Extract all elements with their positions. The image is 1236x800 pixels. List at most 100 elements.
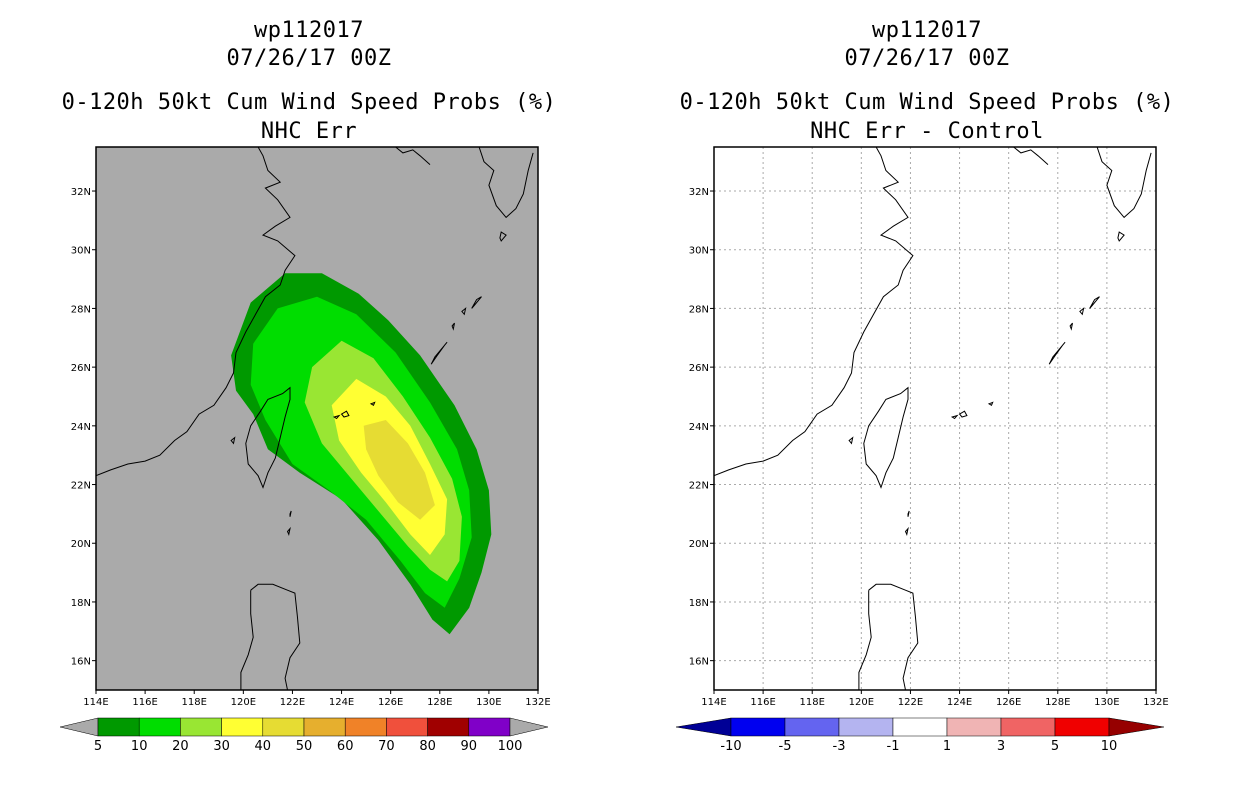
colorbar-box-8 — [386, 717, 428, 737]
y-tick-label-32N: 32N — [71, 187, 91, 198]
x-tick-label-122E: 122E — [898, 697, 923, 708]
x-tick-label-114E: 114E — [701, 697, 726, 708]
colorbar-label--3: -3 — [833, 739, 846, 754]
colorbar-label-1: 1 — [943, 739, 951, 754]
y-tick-label-16N: 16N — [689, 657, 709, 668]
y-tick-label-30N: 30N — [689, 246, 709, 257]
contour-fill-40pct — [363, 420, 435, 520]
right-difference-map: 114E 116E 118E 120E 122E 124E 126E 128E 130E 132E… — [675, 146, 1169, 754]
x-tick-label-118E: 118E — [182, 697, 207, 708]
x-tick-label-126E: 126E — [378, 697, 403, 708]
colorbar-label-100: 100 — [498, 739, 523, 754]
plot-area — [714, 147, 1156, 690]
x-tick-label-128E: 128E — [427, 697, 452, 708]
island-7 — [369, 401, 376, 407]
island-9 — [1079, 307, 1085, 316]
y-tick-label-22N: 22N — [689, 481, 709, 492]
colorbar-box-3 — [838, 717, 894, 737]
x-tick-label-116E: 116E — [132, 697, 157, 708]
island-10 — [1069, 322, 1073, 331]
island-8 — [950, 414, 959, 420]
plot-background — [714, 147, 1156, 690]
colorbar-label-10: 10 — [131, 739, 148, 754]
x-tick-label-122E: 122E — [280, 697, 305, 708]
island-11 — [230, 436, 236, 445]
colorbar-box-6 — [303, 717, 346, 737]
y-tick-label-30N: 30N — [71, 246, 91, 257]
colorbar-box-2 — [138, 717, 181, 737]
right-date: 07/26/17 00Z — [844, 46, 1010, 71]
colorbar-box-5 — [262, 717, 305, 737]
island-6 — [958, 410, 968, 418]
x-tick-label-130E: 130E — [476, 697, 501, 708]
x-tick-label-130E: 130E — [1094, 697, 1119, 708]
coastline-kyushu — [1096, 147, 1152, 219]
y-tick-label-18N: 18N — [689, 598, 709, 609]
y-tick-label-18N: 18N — [71, 598, 91, 609]
plot-area — [96, 147, 534, 690]
coastline-china — [714, 147, 914, 477]
island-1 — [430, 341, 448, 365]
left-probability-map: 114E 116E 118E 120E 122E 124E 126E 128E 130E 132E… — [59, 146, 551, 754]
colorbar-label-10: 10 — [1101, 739, 1118, 754]
island-9 — [461, 307, 467, 316]
island-7 — [987, 401, 994, 407]
colorbar-label--1: -1 — [887, 739, 900, 754]
colorbar-label-5: 5 — [1051, 739, 1059, 754]
island-11 — [848, 436, 854, 445]
island-6 — [340, 410, 350, 418]
island-8 — [332, 414, 341, 420]
x-tick-label-124E: 124E — [947, 697, 972, 708]
island-5 — [907, 510, 910, 517]
colorbar-box-4 — [221, 717, 264, 737]
y-tick-label-20N: 20N — [71, 539, 91, 550]
y-tick-label-26N: 26N — [689, 363, 709, 374]
colorbar-box-5 — [946, 717, 1002, 737]
x-tick-label-128E: 128E — [1045, 697, 1070, 708]
colorbar-low-triangle — [59, 717, 99, 737]
colorbar-box-10 — [468, 717, 511, 737]
plot-frame — [713, 146, 1157, 691]
x-tick-label-124E: 124E — [329, 697, 354, 708]
coastline-luzon_w — [858, 590, 872, 690]
coastline-korea_tip — [1013, 147, 1049, 165]
y-tick-label-22N: 22N — [71, 481, 91, 492]
colorbar-box-1 — [97, 717, 140, 737]
coastline-luzon — [250, 583, 301, 690]
x-tick-label-118E: 118E — [800, 697, 825, 708]
colorbar-high-triangle — [1108, 717, 1165, 737]
y-tick-label-26N: 26N — [71, 363, 91, 374]
island-5 — [289, 510, 292, 517]
right-chart-subtitle: NHC Err - Control — [810, 119, 1044, 144]
coastline-taiwan — [863, 386, 909, 489]
x-tick-label-114E: 114E — [83, 697, 108, 708]
colorbar-box-9 — [427, 717, 470, 737]
y-tick-label-24N: 24N — [71, 422, 91, 433]
coastline-korea_tip — [395, 147, 431, 165]
y-tick-label-28N: 28N — [689, 304, 709, 315]
colorbar-label-40: 40 — [255, 739, 272, 754]
right-storm-id: wp112017 — [872, 18, 982, 43]
coastline-taiwan — [245, 386, 291, 489]
y-tick-label-32N: 32N — [689, 187, 709, 198]
plot-frame — [95, 146, 539, 691]
colorbar-high-triangle — [509, 717, 549, 737]
colorbar-label-20: 20 — [172, 739, 189, 754]
island-3 — [1117, 231, 1125, 242]
coastline-kyushu — [478, 147, 534, 219]
island-1 — [1048, 341, 1066, 365]
colorbar-label--10: -10 — [720, 739, 741, 754]
x-tick-label-132E: 132E — [1143, 697, 1168, 708]
left-chart-title: 0-120h 50kt Cum Wind Speed Probs (%) — [61, 90, 557, 115]
colorbar-label-90: 90 — [461, 739, 478, 754]
colorbar-box-6 — [1000, 717, 1056, 737]
colorbar-label-5: 5 — [94, 739, 102, 754]
island-4 — [904, 526, 909, 537]
colorbar-label-60: 60 — [337, 739, 354, 754]
coastline-luzon_w — [240, 590, 254, 690]
x-tick-label-132E: 132E — [525, 697, 550, 708]
colorbar-label-3: 3 — [997, 739, 1005, 754]
left-date: 07/26/17 00Z — [226, 46, 392, 71]
right-panel: wp112017 07/26/17 00Z 0-120h 50kt Cum Wi… — [618, 0, 1236, 800]
left-storm-id: wp112017 — [254, 18, 364, 43]
